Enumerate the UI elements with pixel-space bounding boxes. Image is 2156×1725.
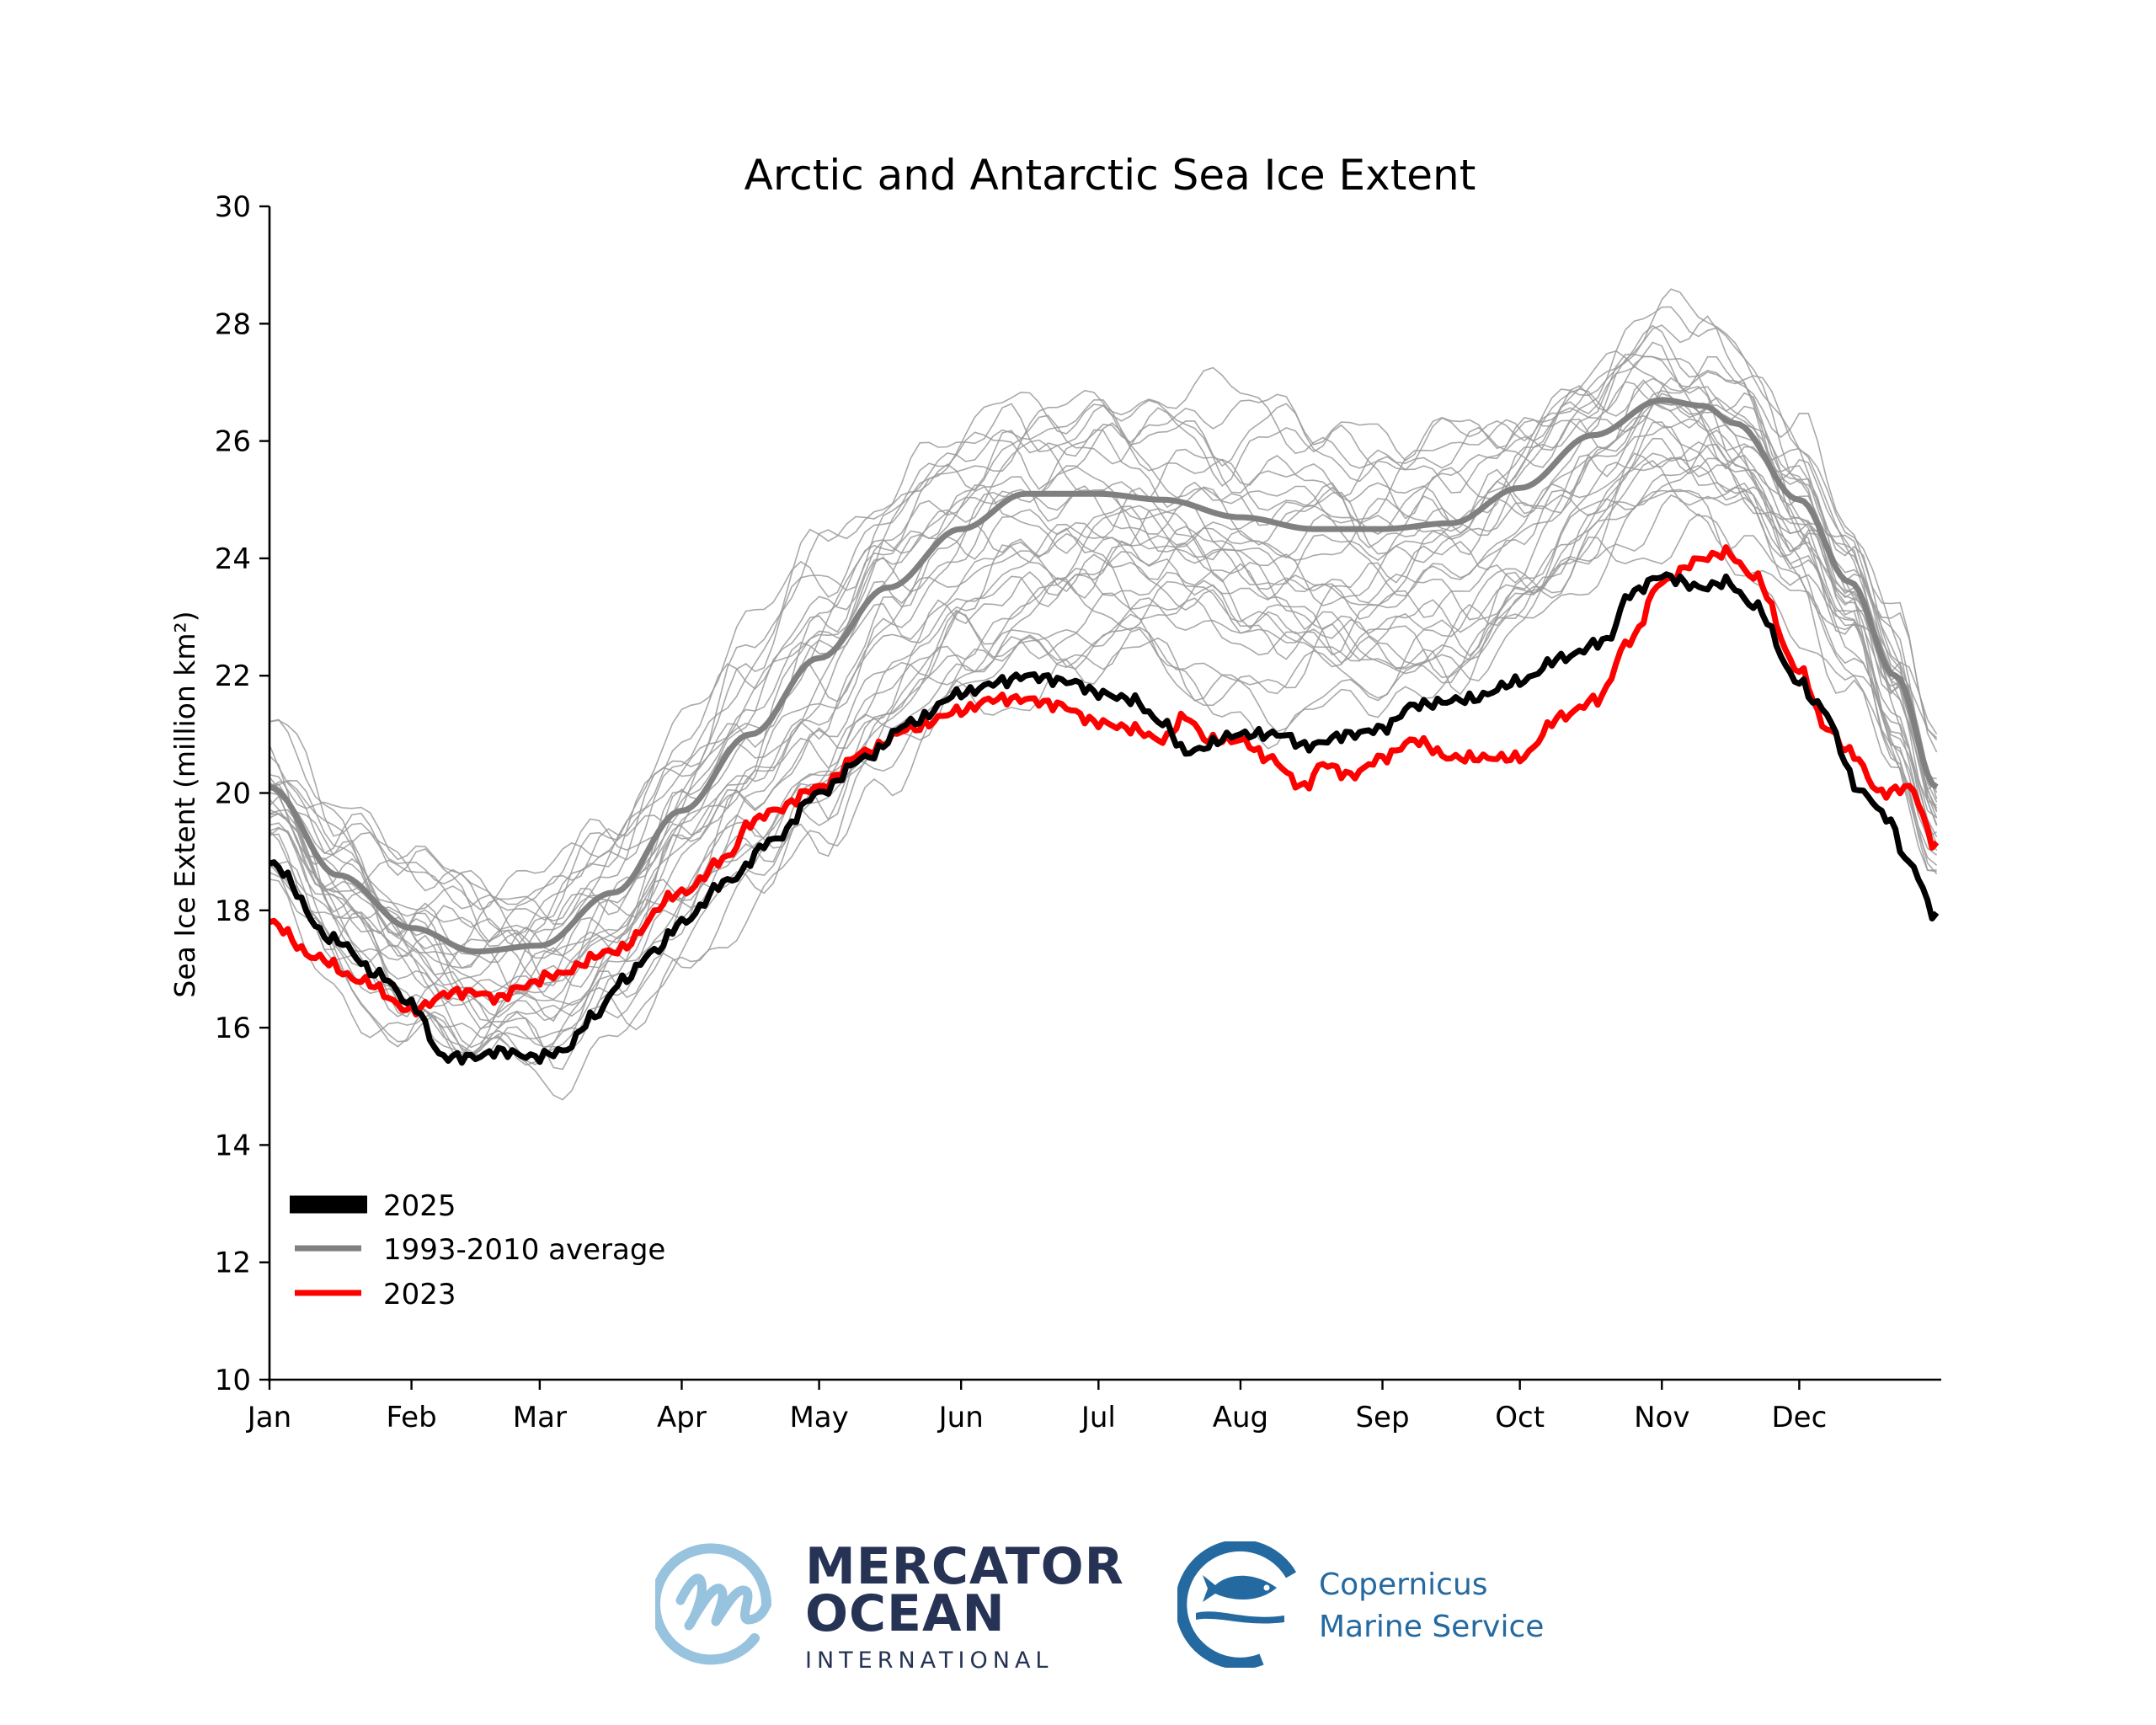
background-year-line [269, 379, 1938, 1023]
x-tick-label: Apr [657, 1401, 707, 1434]
y-tick-label: 26 [215, 425, 251, 459]
legend: 2025 1993-2010 average 2023 [290, 1189, 665, 1311]
x-tick-label: Dec [1772, 1401, 1828, 1434]
background-year-line [269, 429, 1938, 1055]
background-year-line [269, 288, 1938, 911]
background-year-line [269, 487, 1938, 1055]
x-tick-label: Feb [386, 1401, 436, 1434]
background-year-line [269, 414, 1938, 1007]
footer-logos: MERCATOR OCEAN INTERNATIONAL Copernicus … [0, 1533, 2156, 1701]
axes [268, 206, 1941, 1381]
background-year-line [269, 393, 1938, 1003]
background-year-line [269, 402, 1938, 986]
copernicus-fish-wave-icon [1177, 1541, 1297, 1668]
background-year-line [269, 464, 1938, 1058]
x-tick-label: Jun [937, 1401, 984, 1434]
sea-ice-chart: Arctic and Antarctic Sea Ice Extent Sea … [168, 151, 1941, 1434]
x-tick-label: Sep [1355, 1401, 1409, 1434]
y-tick-label: 10 [215, 1364, 251, 1397]
chart-title: Arctic and Antarctic Sea Ice Extent [744, 151, 1476, 200]
x-tick-label: Jul [1080, 1401, 1116, 1434]
x-tick-label: Nov [1634, 1401, 1689, 1434]
background-year-line [269, 437, 1938, 1017]
background-year-line [269, 460, 1938, 1101]
y-ticks: 10 12 14 16 18 20 22 24 26 28 30 [215, 190, 270, 1397]
y-tick-label: 12 [215, 1247, 251, 1280]
legend-label-2023: 2023 [383, 1278, 456, 1311]
series-line-2023 [269, 544, 1940, 1018]
series-line-1993-2010-average [269, 397, 1939, 955]
copernicus-wordmark-line2: Marine Service [1319, 1610, 1545, 1644]
copernicus-wordmark-line1: Copernicus [1319, 1567, 1488, 1602]
mercator-wordmark-line1: MERCATOR [805, 1537, 1124, 1596]
mercator-wordmark-line2: OCEAN [805, 1584, 1006, 1643]
x-tick-label: Aug [1213, 1401, 1268, 1434]
legend-label-2025: 2025 [383, 1189, 456, 1223]
y-tick-label: 14 [215, 1129, 251, 1162]
background-year-line [269, 421, 1938, 1022]
x-tick-label: Oct [1495, 1401, 1545, 1434]
background-year-lines [269, 288, 1938, 1101]
y-tick-label: 18 [215, 895, 251, 928]
y-tick-label: 30 [215, 190, 251, 224]
background-year-line [269, 315, 1938, 943]
background-year-line [269, 443, 1938, 1022]
y-tick-label: 20 [215, 777, 251, 811]
background-year-line [269, 306, 1938, 932]
y-tick-label: 16 [215, 1012, 251, 1045]
mercator-wordmark-line3: INTERNATIONAL [805, 1648, 1054, 1674]
background-year-line [269, 403, 1938, 956]
background-year-line [269, 377, 1938, 964]
legend-label-average: 1993-2010 average [383, 1233, 665, 1267]
y-tick-label: 24 [215, 542, 251, 576]
background-year-line [269, 341, 1937, 948]
x-tick-label: May [789, 1401, 848, 1434]
main-series [269, 397, 1940, 1066]
x-ticks: Jan Feb Mar Apr May Jun Jul Aug Sep Oct Nov Dec [246, 1380, 1828, 1434]
background-year-line [269, 452, 1938, 1049]
y-tick-label: 28 [215, 307, 251, 341]
background-year-line [269, 355, 1938, 999]
x-tick-label: Jan [246, 1401, 291, 1434]
background-year-line [269, 381, 1937, 986]
background-year-line [269, 386, 1938, 976]
x-tick-label: Mar [513, 1401, 567, 1434]
background-year-line [269, 426, 1937, 1029]
background-year-line [269, 441, 1938, 1039]
copernicus-marine-logo: Copernicus Marine Service [1177, 1541, 1565, 1693]
y-axis-label: Sea Ice Extent (million km²) [168, 611, 201, 997]
mercator-ocean-logo: MERCATOR OCEAN INTERNATIONAL [655, 1533, 1123, 1701]
mercator-m-symbol-icon [655, 1543, 772, 1665]
y-tick-label: 22 [215, 660, 251, 693]
background-year-line [269, 350, 1938, 910]
series-line-2025 [269, 571, 1940, 1066]
